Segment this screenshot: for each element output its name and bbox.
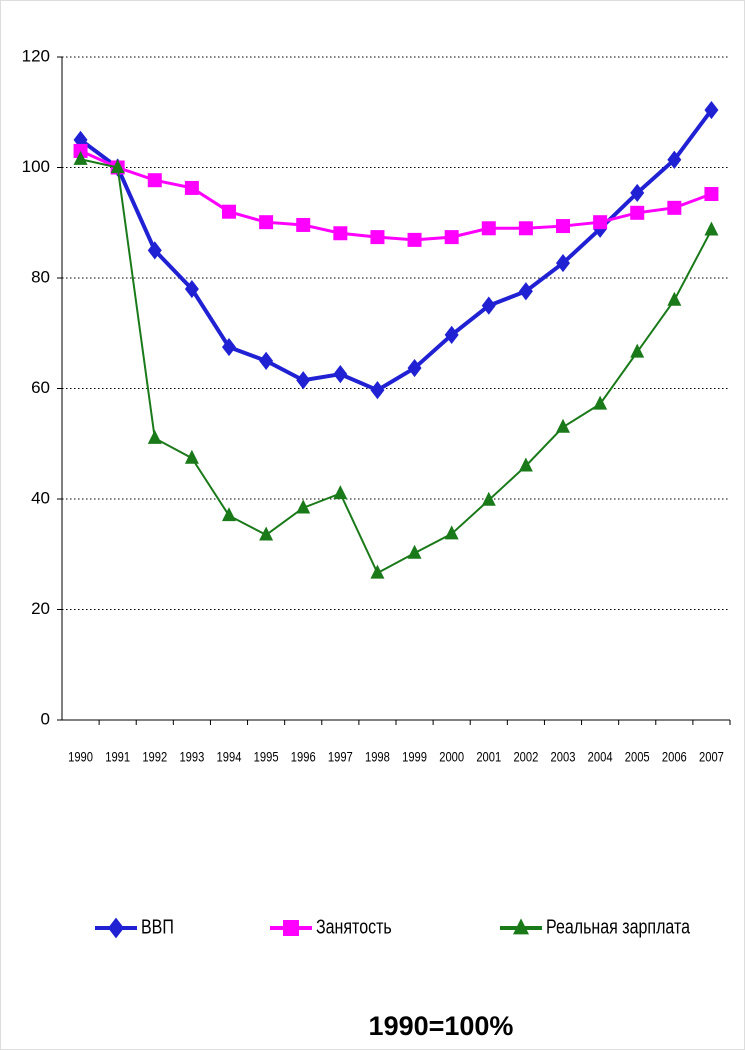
annotation: 1990=100% (369, 1011, 514, 1041)
point (444, 525, 459, 540)
point (407, 544, 422, 559)
y-tick-label: 60 (31, 378, 50, 397)
point (481, 221, 496, 236)
x-tick-label: 2005 (625, 750, 650, 765)
point (407, 232, 422, 247)
x-tick-label: 2007 (699, 750, 724, 765)
x-tick-label: 2006 (662, 750, 687, 765)
point (481, 491, 496, 506)
point (407, 358, 422, 378)
y-tick-label: 20 (31, 599, 50, 618)
x-tick-label: 1992 (142, 750, 167, 765)
point (296, 371, 311, 390)
point (593, 395, 608, 410)
point (259, 215, 274, 230)
point (222, 507, 236, 522)
x-tick-label: 1993 (179, 750, 204, 765)
legend-label: ВВП (141, 916, 174, 938)
point (184, 449, 199, 464)
point (444, 230, 459, 245)
point (296, 217, 311, 232)
legend-marker (513, 918, 529, 935)
point (184, 180, 199, 195)
point (73, 150, 88, 165)
point (333, 485, 348, 500)
point (518, 221, 533, 236)
point (296, 499, 311, 514)
point (333, 365, 348, 384)
point (147, 241, 162, 260)
point (518, 282, 533, 301)
legend-label: Занятость (316, 916, 392, 938)
point (147, 173, 162, 188)
point (518, 457, 533, 472)
point (556, 418, 570, 433)
point (147, 429, 162, 444)
series-line (80, 158, 713, 575)
x-tick-label: 2002 (513, 750, 538, 765)
point (184, 279, 199, 299)
point (259, 351, 274, 370)
point (593, 215, 608, 230)
x-tick-label: 1998 (365, 750, 390, 765)
x-tick-label: 1997 (328, 750, 353, 765)
point (222, 204, 236, 219)
point (667, 150, 682, 169)
point (370, 564, 385, 579)
point (630, 183, 645, 203)
y-tick-label: 120 (22, 46, 50, 65)
point (110, 159, 125, 174)
point (370, 230, 385, 245)
point (333, 226, 348, 241)
point (444, 325, 459, 345)
point (630, 205, 645, 220)
legend-label: Реальная зарплата (546, 916, 691, 938)
point (259, 526, 274, 541)
point (667, 291, 682, 306)
point (370, 381, 385, 400)
point (222, 337, 236, 357)
point (704, 100, 719, 120)
point (667, 200, 682, 215)
x-tick-label: 2003 (551, 750, 576, 765)
point (556, 219, 570, 234)
x-tick-label: 1991 (105, 750, 130, 765)
point (704, 221, 719, 236)
point (481, 296, 496, 315)
x-tick-label: 1995 (254, 750, 279, 765)
legend-marker (283, 920, 299, 936)
x-tick-label: 2001 (476, 750, 501, 765)
x-tick-label: 1999 (402, 750, 427, 765)
y-tick-label: 100 (22, 157, 50, 176)
y-tick-label: 0 (41, 709, 50, 728)
point (704, 187, 719, 202)
y-tick-label: 80 (31, 267, 50, 286)
legend-marker (108, 917, 124, 939)
x-tick-label: 2004 (588, 750, 613, 765)
point (630, 343, 645, 358)
point (556, 253, 570, 273)
y-tick-label: 40 (31, 488, 50, 507)
x-tick-label: 1996 (291, 750, 316, 765)
x-tick-label: 1994 (217, 750, 242, 765)
x-tick-label: 2000 (439, 750, 464, 765)
x-tick-label: 1990 (68, 750, 93, 765)
